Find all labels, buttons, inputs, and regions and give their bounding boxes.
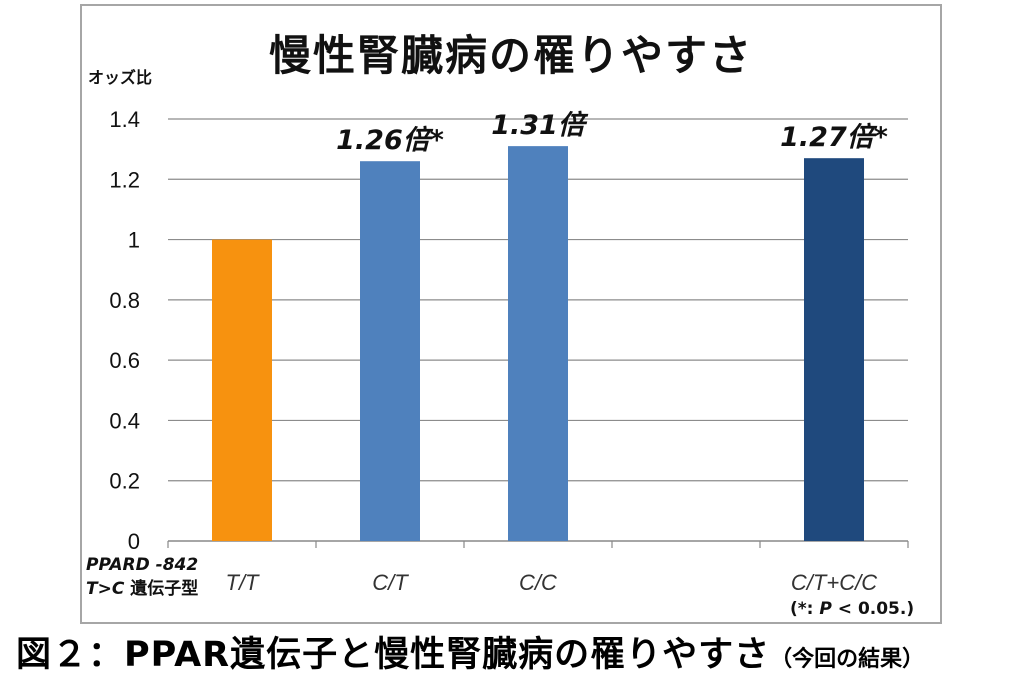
y-tick-label: 0.6 (109, 348, 140, 373)
gene-label-line1: PPARD -842 (86, 555, 199, 575)
data-label: 1.31倍 (491, 110, 589, 141)
genotype-axis-label: PPARD -842 T>C 遺伝子型 (86, 553, 198, 601)
bar (360, 161, 420, 541)
caption-main: 図２：PPAR遺伝子と慢性腎臓病の罹りやすさ (16, 635, 771, 675)
category-label: C/C (519, 570, 557, 595)
y-tick-label: 0.8 (109, 288, 140, 313)
data-label: 1.26倍* (336, 125, 444, 156)
category-label: C/T+C/C (791, 570, 877, 595)
data-label: 1.27倍* (780, 122, 888, 153)
y-tick-label: 1 (128, 228, 140, 253)
bar (212, 239, 272, 542)
bar (508, 146, 568, 541)
y-tick-label: 0.2 (109, 469, 140, 494)
category-label: C/T (372, 570, 409, 595)
category-label: T/T (226, 570, 261, 595)
gene-label-variant: T>C (86, 579, 125, 599)
chart-title: 慢性腎臓病の罹りやすさ (268, 31, 753, 80)
y-tick-label: 1.2 (109, 167, 140, 192)
y-axis-title: オッズ比 (88, 68, 153, 87)
y-tick-label: 1.4 (109, 107, 140, 132)
note-suffix: < 0.05.) (831, 599, 915, 619)
y-tick-label: 0 (128, 529, 140, 554)
gene-label-type: 遺伝子型 (130, 579, 199, 599)
gene-label-line2: T>C 遺伝子型 (86, 577, 198, 601)
bar (804, 158, 864, 541)
y-tick-label: 0.4 (109, 408, 140, 433)
note-p: P (819, 599, 832, 619)
significance-note: (*: P < 0.05.) (790, 599, 914, 619)
note-prefix: (*: (790, 599, 820, 619)
figure-caption: 図２：PPAR遺伝子と慢性腎臓病の罹りやすさ（今回の結果） (16, 626, 924, 677)
caption-sub: （今回の結果） (770, 647, 925, 672)
